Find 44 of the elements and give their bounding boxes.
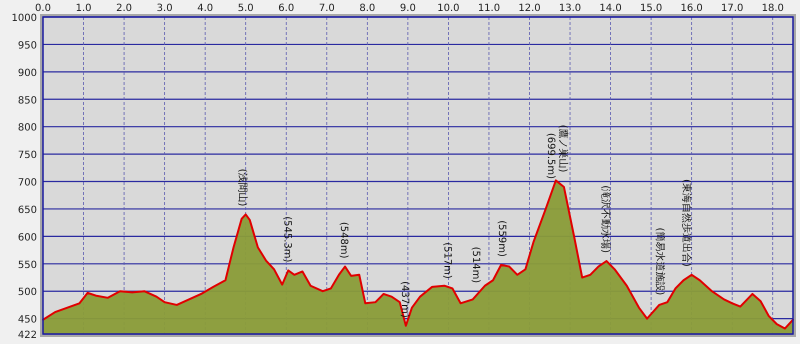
- y-tick-label: 422: [18, 330, 37, 341]
- annotation: (滝沢不動水場): [600, 185, 612, 254]
- annotation: (鷹ノ巣山): [556, 124, 569, 173]
- annotation: (浅間山): [236, 168, 249, 207]
- x-tick-label: 5.0: [238, 3, 254, 14]
- y-tick-label: 550: [18, 260, 37, 271]
- x-tick-label: 18.0: [762, 3, 784, 14]
- x-tick-label: 15.0: [640, 3, 662, 14]
- x-tick-label: 7.0: [318, 3, 335, 14]
- annotation: (437m): [398, 281, 410, 318]
- annotation: (559m): [496, 220, 508, 257]
- x-tick-label: 2.0: [116, 3, 132, 14]
- x-tick-label: 3.0: [156, 3, 173, 14]
- x-tick-label: 12.0: [518, 3, 541, 14]
- x-tick-label: 0.0: [35, 3, 51, 14]
- annotation: (東海自然歩道出合): [680, 178, 693, 267]
- x-tick-label: 10.0: [437, 3, 460, 14]
- annotation: (548m): [338, 222, 350, 259]
- annotation: (514m): [470, 246, 481, 284]
- y-tick-label: 1000: [12, 13, 37, 24]
- x-tick-label: 8.0: [359, 3, 376, 14]
- annotation: (簡易水道施設): [654, 227, 666, 296]
- y-tick-label: 450: [18, 314, 37, 326]
- annotation: (699.5m): [544, 132, 556, 180]
- y-tick-label: 500: [18, 287, 37, 298]
- x-tick-label: 14.0: [599, 3, 622, 14]
- y-tick-label: 950: [18, 40, 37, 52]
- y-tick-label: 900: [18, 68, 37, 79]
- x-tick-label: 16.0: [680, 3, 703, 14]
- y-tick-label: 850: [18, 95, 37, 106]
- x-tick-label: 6.0: [278, 3, 294, 14]
- y-tick-label: 650: [18, 204, 37, 216]
- x-tick-label: 17.0: [721, 3, 744, 14]
- x-tick-label: 1.0: [76, 3, 92, 14]
- y-tick-label: 800: [18, 122, 37, 134]
- x-tick-label: 9.0: [400, 3, 416, 14]
- annotation: (517m): [441, 242, 452, 279]
- x-tick-label: 11.0: [478, 3, 500, 14]
- y-tick-label: 750: [18, 150, 37, 162]
- y-tick-label: 600: [18, 232, 37, 244]
- x-tick-label: 13.0: [558, 3, 582, 14]
- annotation: (545.3m): [281, 216, 292, 262]
- y-tick-label: 700: [18, 178, 37, 189]
- x-tick-label: 4.0: [197, 3, 214, 14]
